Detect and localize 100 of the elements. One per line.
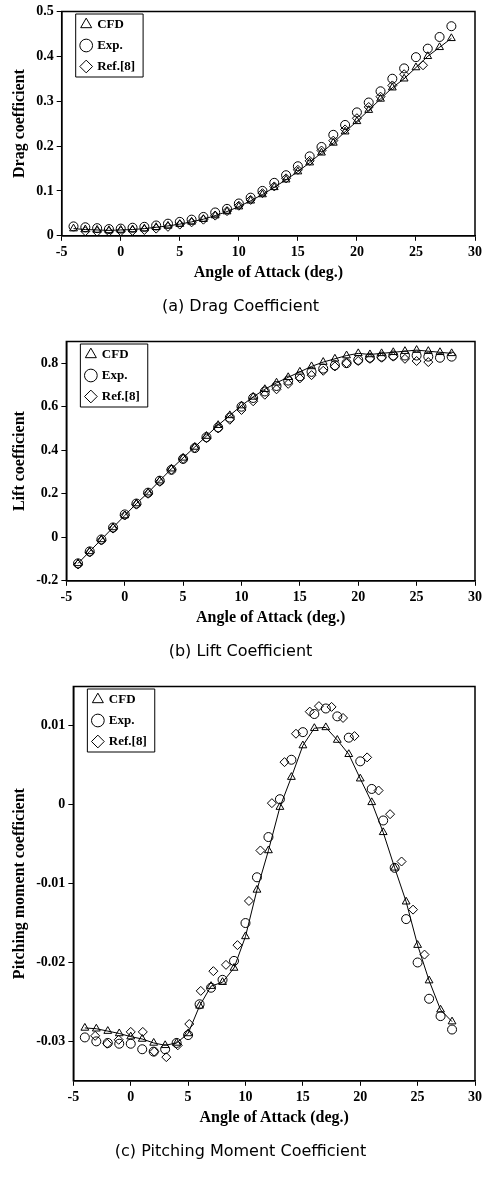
x-tick-label: 15	[290, 243, 305, 259]
point	[320, 703, 331, 714]
point	[126, 1031, 136, 1040]
point	[435, 1011, 446, 1022]
point	[275, 802, 285, 810]
point	[274, 794, 285, 805]
y-tick-label: 0.01	[40, 717, 66, 733]
point	[297, 727, 308, 738]
point	[363, 101, 374, 112]
point	[342, 350, 351, 359]
point	[422, 43, 433, 54]
point	[304, 706, 315, 717]
point	[328, 129, 339, 140]
point	[183, 1030, 194, 1041]
legend-label: Exp.	[108, 711, 135, 727]
point	[137, 1033, 147, 1042]
point	[252, 884, 262, 893]
point	[385, 809, 396, 820]
point	[344, 749, 354, 757]
point	[355, 773, 365, 782]
x-tick-label: -5	[67, 1088, 80, 1104]
point	[290, 728, 301, 739]
point	[411, 355, 422, 366]
y-tick-label: 0.8	[40, 354, 59, 370]
legend-label: Exp.	[101, 366, 128, 382]
point	[321, 722, 331, 731]
point	[423, 51, 433, 60]
point	[184, 1019, 195, 1030]
y-tick-label: 0	[46, 227, 54, 243]
point	[202, 431, 211, 439]
point	[423, 357, 434, 368]
point	[349, 731, 360, 742]
point	[340, 119, 351, 130]
point	[366, 783, 377, 794]
point	[190, 441, 200, 450]
point	[269, 177, 280, 188]
x-tick-label: -5	[60, 588, 73, 604]
point	[435, 42, 444, 51]
y-tick-label: 0.3	[36, 92, 54, 108]
y-axis-title: Lift coefficient	[9, 410, 27, 512]
point	[401, 914, 412, 925]
point	[388, 347, 398, 356]
x-tick-label: 5	[179, 588, 187, 604]
point	[103, 1026, 113, 1034]
point	[309, 723, 319, 731]
point	[412, 957, 423, 968]
y-tick-label: 0.5	[36, 3, 54, 19]
point	[114, 1038, 125, 1049]
point	[229, 963, 239, 971]
x-tick-label: 25	[410, 1088, 425, 1104]
point	[206, 981, 216, 989]
point	[355, 756, 366, 767]
point	[378, 815, 389, 826]
point	[220, 959, 231, 970]
point	[206, 982, 217, 993]
point	[113, 1034, 124, 1045]
x-tick-label: 25	[409, 588, 424, 604]
point	[306, 366, 317, 377]
point	[330, 353, 340, 362]
point	[353, 348, 363, 357]
point	[411, 350, 422, 361]
point	[183, 1028, 193, 1037]
y-tick-label: 0.4	[40, 441, 59, 457]
x-tick-label: 30	[468, 243, 482, 259]
text: (a) Drag Coefficient	[161, 295, 320, 315]
point	[408, 904, 419, 915]
point	[255, 845, 266, 856]
point	[295, 366, 305, 375]
point	[411, 62, 421, 71]
point	[243, 895, 254, 906]
x-tick-label: 0	[117, 243, 125, 259]
x-tick-label: 30	[468, 588, 482, 604]
point	[264, 845, 273, 854]
point	[412, 345, 422, 353]
y-axis-title: Pitching moment coefficient	[9, 787, 28, 980]
point	[279, 757, 290, 768]
x-tick-label: -5	[55, 243, 68, 259]
x-axis-title: Angle of Attack (deg.)	[199, 1108, 349, 1127]
x-tick-label: 20	[353, 1088, 368, 1104]
point	[413, 940, 423, 948]
y-tick-label: -0.02	[36, 954, 66, 970]
point	[260, 384, 270, 393]
y-axis-title: Drag coefficient	[9, 68, 28, 179]
point	[399, 63, 410, 74]
point	[229, 955, 240, 966]
point	[351, 107, 362, 118]
point	[447, 1024, 458, 1035]
y-tick-label: 0.1	[36, 182, 54, 198]
point	[338, 712, 349, 723]
point	[316, 141, 327, 152]
point	[326, 701, 337, 712]
x-tick-label: 30	[468, 1088, 482, 1104]
point	[343, 732, 354, 743]
point	[434, 31, 445, 42]
x-tick-label: 10	[238, 1088, 253, 1104]
point	[251, 872, 262, 883]
point	[313, 701, 324, 712]
point	[309, 709, 320, 720]
point	[266, 798, 277, 809]
point	[365, 349, 375, 358]
